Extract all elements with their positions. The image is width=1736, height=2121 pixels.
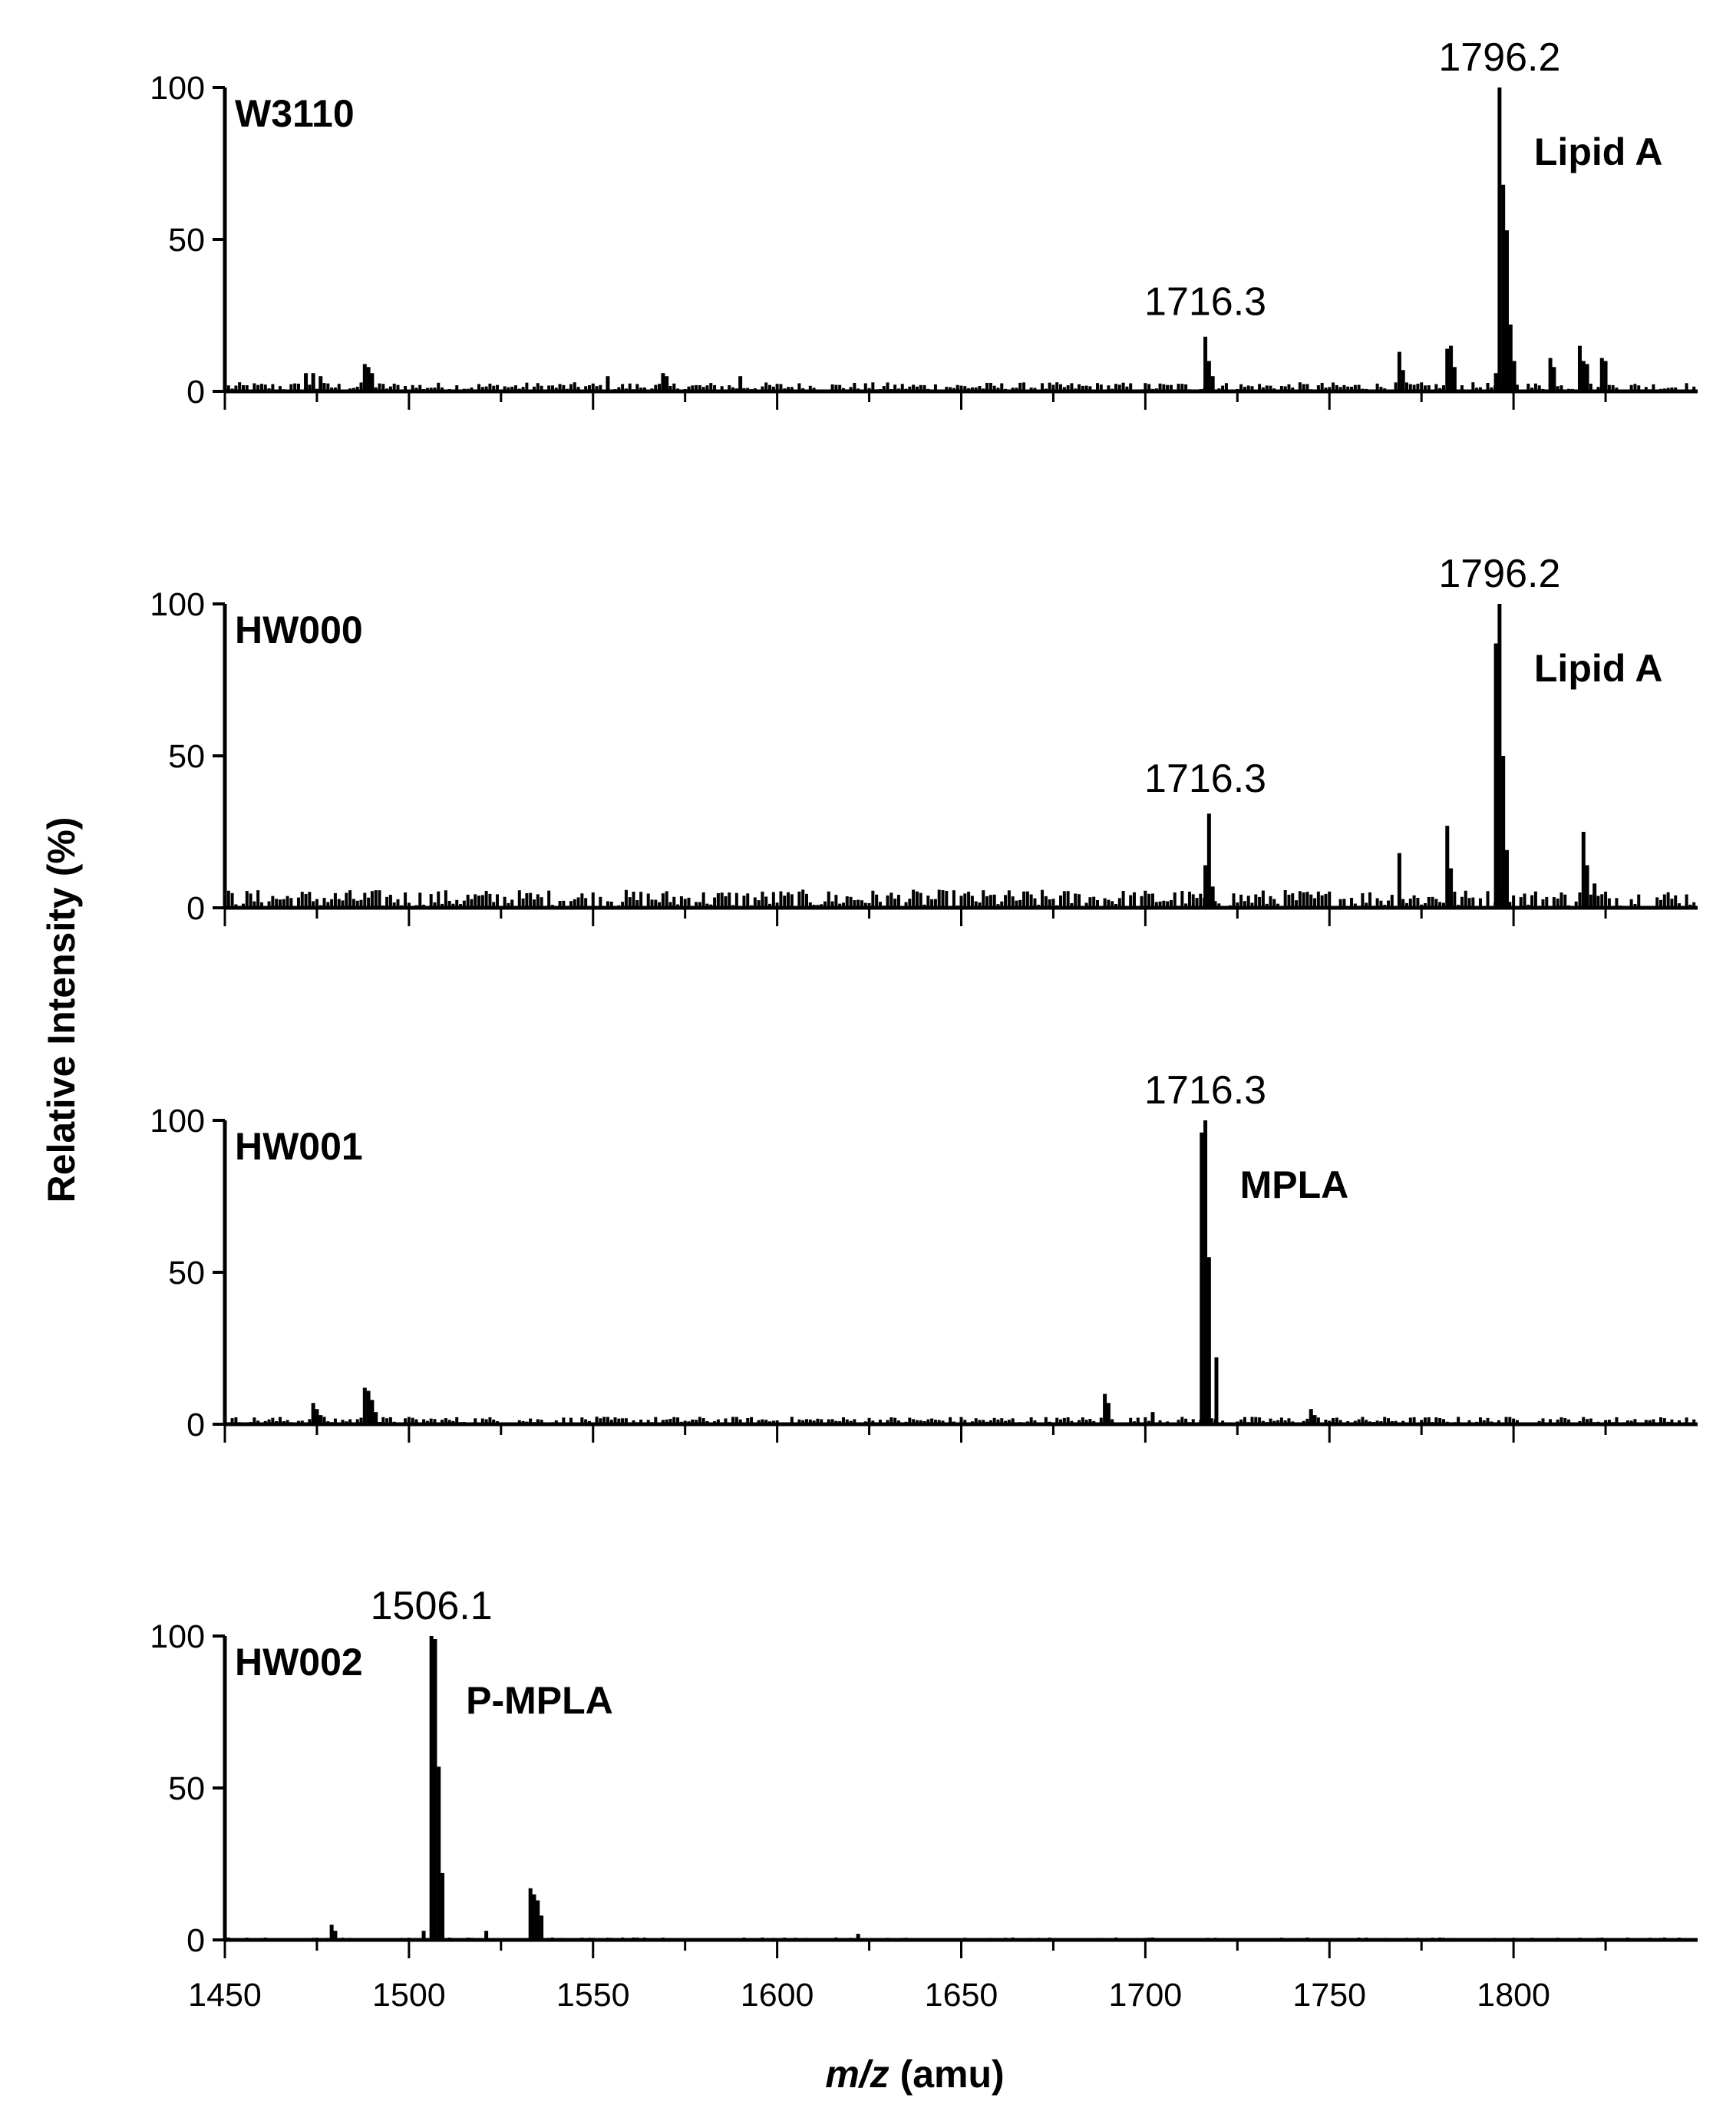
- noise-bars: [226, 382, 1696, 391]
- y-tick-label: 100: [150, 1618, 205, 1655]
- sample-label: HW000: [235, 609, 363, 651]
- y-tick-label: 50: [168, 1770, 205, 1807]
- species-label: Lipid A: [1534, 647, 1663, 690]
- species-label: Lipid A: [1534, 130, 1663, 173]
- y-tick-label: 100: [150, 586, 205, 623]
- x-axis-title: m/z (amu): [825, 2053, 1004, 2096]
- y-tick-label: 50: [168, 222, 205, 259]
- shared-x-axis: 1450 1500 1550 1600 1650 1700 1750 1800: [188, 1977, 1550, 2014]
- y-tick-label: 50: [168, 738, 205, 775]
- x-tick-label: 1550: [556, 1977, 630, 2014]
- sample-label: HW001: [235, 1125, 363, 1168]
- peak-mz-label: 1796.2: [1438, 35, 1560, 80]
- spectrum-panel-hw000: 0 50 100 HW000 1716.3 1796.2 Lipid A: [150, 552, 1698, 927]
- spectrum-panel-w3110: 0 50 100 W3110 1716.3 1796.2 Lipid A: [150, 35, 1698, 411]
- peak-mz-label: 1716.3: [1144, 280, 1266, 325]
- peak-mz-label: 1716.3: [1144, 757, 1266, 801]
- peak-bars: [329, 1636, 860, 1940]
- y-tick-label: 0: [186, 890, 205, 927]
- noise-bars: [226, 889, 1696, 908]
- x-tick-label: 1700: [1109, 1977, 1183, 2014]
- peak-mz-label: 1796.2: [1438, 552, 1560, 596]
- noise-bars: [230, 1417, 1696, 1424]
- y-tick-label: 50: [168, 1255, 205, 1291]
- sample-label: W3110: [235, 92, 355, 135]
- sample-label: HW002: [235, 1641, 363, 1684]
- peak-bars: [1203, 604, 1597, 908]
- x-tick-label: 1500: [372, 1977, 446, 2014]
- y-tick-label: 100: [150, 70, 205, 107]
- y-tick-label: 100: [150, 1103, 205, 1140]
- noise-bars: [226, 1937, 1685, 1940]
- peak-mz-label: 1506.1: [371, 1584, 493, 1628]
- x-tick-label: 1750: [1292, 1977, 1366, 2014]
- species-label: MPLA: [1240, 1163, 1349, 1206]
- peak-mz-label: 1716.3: [1144, 1068, 1266, 1113]
- peak-bars: [304, 87, 1608, 391]
- x-tick-label: 1450: [188, 1977, 262, 2014]
- spectrum-panel-hw001: 0 50 100 HW001 1716.3 MPLA: [150, 1068, 1698, 1443]
- y-tick-label: 0: [186, 374, 205, 411]
- peak-bars: [311, 1120, 1317, 1424]
- x-tick-label: 1650: [925, 1977, 998, 2014]
- y-axis-title: Relative Intensity (%): [40, 817, 83, 1203]
- y-tick-label: 0: [186, 1407, 205, 1443]
- spectra-panels: 0 50 100 W3110 1716.3 1796.2 Lipid A 0 50 100 HW00…: [150, 35, 1698, 1959]
- species-label: P-MPLA: [466, 1679, 613, 1722]
- x-tick-label: 1800: [1477, 1977, 1550, 2014]
- x-tick-label: 1600: [741, 1977, 814, 2014]
- y-tick-label: 0: [186, 1922, 205, 1959]
